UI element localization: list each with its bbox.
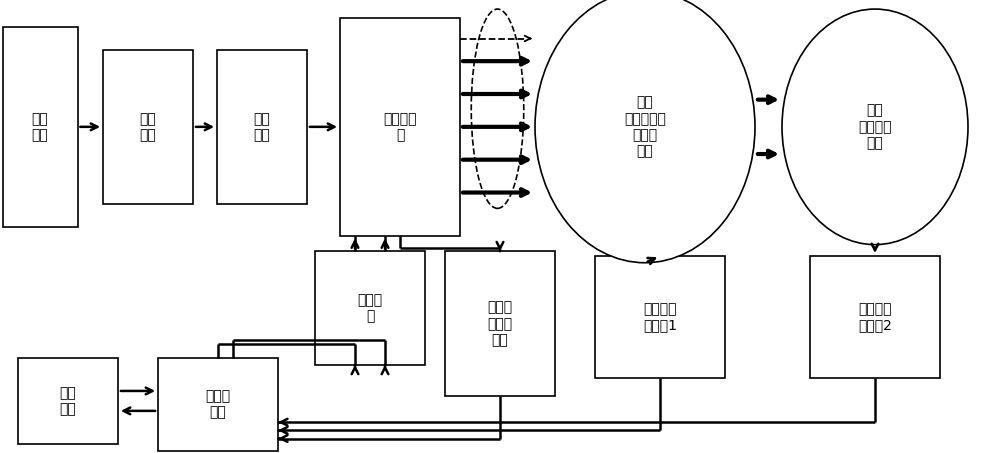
Text: 转子位置
角检测2: 转子位置 角检测2 [858, 302, 892, 332]
Text: 转子位置
角检测1: 转子位置 角检测1 [643, 302, 677, 332]
FancyBboxPatch shape [217, 50, 307, 204]
Ellipse shape [535, 0, 755, 263]
FancyBboxPatch shape [810, 256, 940, 378]
Text: 整流
电路: 整流 电路 [140, 112, 156, 142]
Text: 绕组电
流采集
电路: 绕组电 流采集 电路 [487, 301, 513, 347]
Ellipse shape [782, 9, 968, 245]
Text: 人机
接口: 人机 接口 [60, 386, 76, 416]
FancyBboxPatch shape [595, 256, 725, 378]
FancyBboxPatch shape [315, 251, 425, 365]
Text: 六相逆变
器: 六相逆变 器 [383, 112, 417, 142]
FancyBboxPatch shape [103, 50, 193, 204]
FancyBboxPatch shape [445, 251, 555, 396]
Text: 交流
电压: 交流 电压 [32, 112, 48, 142]
Text: 滤波
电容: 滤波 电容 [254, 112, 270, 142]
FancyBboxPatch shape [3, 27, 78, 226]
Text: 中央控
制器: 中央控 制器 [205, 389, 231, 419]
FancyBboxPatch shape [18, 358, 118, 444]
Text: 三相
永磁同步
电机: 三相 永磁同步 电机 [858, 104, 892, 150]
FancyBboxPatch shape [340, 18, 460, 236]
Text: 六相
对称绕组永
磁同步
电机: 六相 对称绕组永 磁同步 电机 [624, 96, 666, 158]
Text: 隔离驱
动: 隔离驱 动 [357, 293, 383, 323]
FancyBboxPatch shape [158, 358, 278, 450]
